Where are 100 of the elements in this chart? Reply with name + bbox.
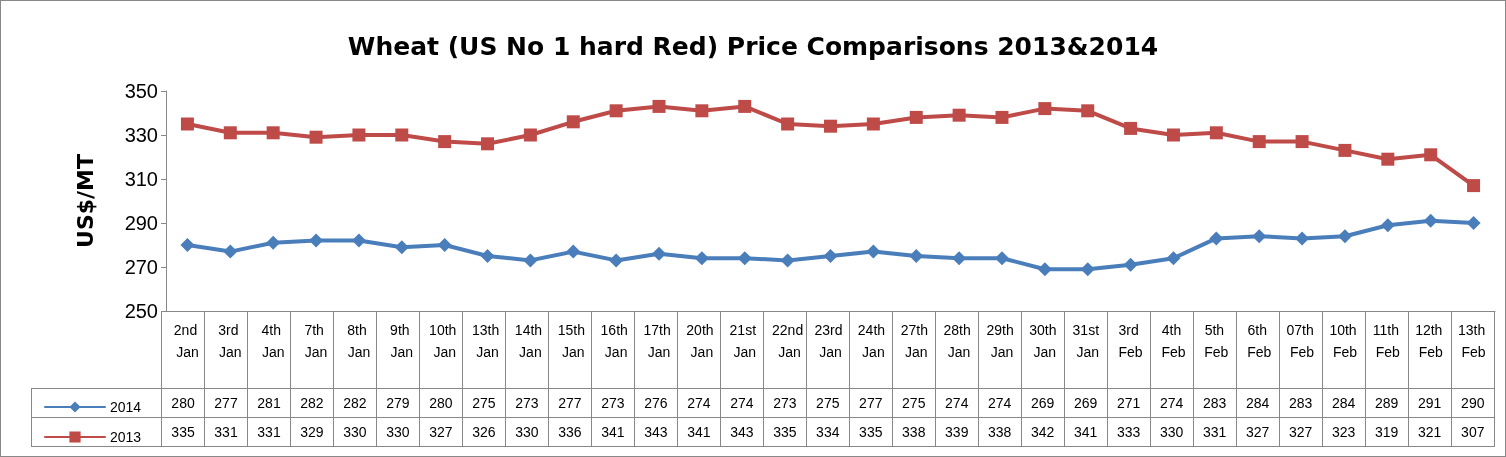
data-label: 290 [1451, 388, 1495, 418]
point [266, 126, 280, 140]
point [609, 253, 624, 268]
x-tick-label: 4th Jan [261, 322, 285, 360]
x-tick-label: 14th Jan [514, 322, 546, 360]
point [1166, 128, 1180, 142]
data-label: 327 [419, 417, 463, 447]
data-label: 341 [591, 417, 635, 447]
point [609, 104, 623, 118]
data-label: 269 [1021, 388, 1065, 418]
data-label: 284 [1322, 388, 1366, 418]
x-tick-label: 10th Feb [1329, 322, 1361, 360]
point [737, 251, 752, 266]
point [1252, 135, 1266, 149]
point [395, 128, 409, 142]
data-label: 284 [1236, 388, 1280, 418]
point [823, 249, 838, 263]
data-label: 343 [634, 417, 678, 447]
point [1080, 262, 1095, 277]
point [566, 244, 581, 259]
data-label: 331 [204, 417, 248, 447]
x-tick-label: 28th Jan [943, 322, 975, 360]
y-axis-title: US$/MT [72, 154, 98, 248]
data-label: 323 [1322, 417, 1366, 447]
point [781, 117, 795, 131]
point [1295, 135, 1309, 149]
x-tick-label: 8th Jan [347, 322, 371, 360]
x-tick-label: 29th Jan [986, 322, 1018, 360]
point [695, 104, 709, 118]
x-tick-label: 13th Feb [1457, 322, 1490, 360]
x-tick-label: 30th Jan [1029, 322, 1061, 360]
point [1381, 152, 1395, 166]
data-label: 341 [1064, 417, 1108, 447]
data-label: 327 [1236, 417, 1280, 447]
data-label: 329 [290, 417, 334, 447]
data-label: 307 [1451, 417, 1495, 447]
data-label: 271 [1107, 388, 1151, 418]
data-label: 274 [1150, 388, 1194, 418]
point [566, 115, 580, 129]
y-tick-label: 330 [124, 124, 158, 146]
x-tick-label: 12th Feb [1415, 322, 1447, 360]
data-label: 331 [1193, 417, 1237, 447]
data-label: 283 [1279, 388, 1323, 418]
data-label: 335 [763, 417, 807, 447]
point [866, 117, 880, 131]
point [1466, 216, 1481, 230]
y-tick-label: 350 [124, 80, 158, 102]
point [523, 128, 537, 142]
point [909, 110, 923, 124]
data-label: 269 [1064, 388, 1108, 418]
point [223, 126, 237, 140]
point [1209, 126, 1223, 140]
data-label: 333 [1107, 417, 1151, 447]
x-tick-label: 11th Feb [1372, 322, 1403, 360]
point [1423, 213, 1438, 228]
x-tick-label: 27th Jan [900, 322, 932, 360]
data-label: 274 [720, 388, 764, 418]
y-tick-label: 290 [124, 212, 158, 234]
y-tick-label: 250 [124, 300, 158, 322]
point [1124, 121, 1138, 135]
x-tick-label: 07th Feb [1286, 322, 1318, 360]
data-label: 275 [462, 388, 506, 418]
point [1252, 229, 1267, 244]
x-tick-label: 10th Jan [429, 322, 461, 360]
x-tick-label: 3rd Feb [1118, 322, 1143, 360]
point [180, 117, 194, 131]
legend-label: 2014 [110, 399, 142, 415]
x-tick-label: 2nd Jan [173, 322, 202, 360]
data-label: 277 [849, 388, 893, 418]
x-tick-label: 9th Jan [390, 322, 414, 360]
point [438, 135, 452, 149]
data-label: 321 [1408, 417, 1452, 447]
point [180, 238, 195, 252]
point [995, 110, 1009, 124]
point [523, 253, 538, 268]
x-tick-label: 20th Jan [686, 322, 718, 360]
data-label: 291 [1408, 388, 1452, 418]
legend-label: 2013 [110, 429, 142, 445]
data-label: 335 [161, 417, 205, 447]
point [952, 251, 967, 266]
point [909, 249, 924, 263]
chart-title: Wheat (US No 1 hard Red) Price Comparisons 2013&2014 [347, 32, 1159, 61]
data-label: 275 [892, 388, 936, 418]
point [352, 128, 366, 142]
point [780, 253, 795, 268]
x-tick-label: 23rd Jan [814, 322, 847, 360]
data-label: 338 [978, 417, 1022, 447]
point [394, 240, 409, 255]
x-tick-label: 4th Feb [1161, 322, 1186, 360]
data-label: 330 [1150, 417, 1194, 447]
data-label: 277 [204, 388, 248, 418]
data-label: 273 [763, 388, 807, 418]
data-label: 330 [376, 417, 420, 447]
y-tick-label: 270 [124, 256, 158, 278]
data-label: 341 [677, 417, 721, 447]
x-tick-label: 7th Jan [304, 322, 328, 360]
point [351, 233, 366, 248]
point [1123, 257, 1138, 272]
data-label: 331 [247, 417, 291, 447]
data-label: 330 [333, 417, 377, 447]
